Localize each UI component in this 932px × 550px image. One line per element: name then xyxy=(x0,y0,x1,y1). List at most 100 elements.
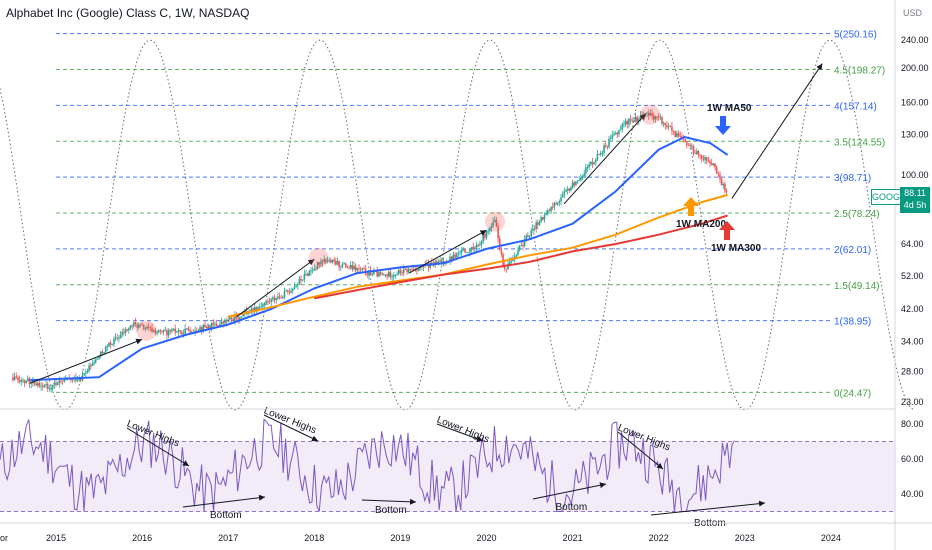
candle-body xyxy=(56,383,59,386)
candle-body xyxy=(538,222,541,225)
candle xyxy=(502,252,504,268)
candle xyxy=(654,115,657,123)
candle xyxy=(551,202,554,211)
ticker-badge: GOOG xyxy=(871,189,901,205)
candle xyxy=(15,372,18,380)
candle-body xyxy=(672,130,675,132)
candle xyxy=(51,384,54,392)
candle xyxy=(85,369,87,378)
ma300-label: 1W MA300 xyxy=(711,243,761,254)
candle xyxy=(489,226,491,235)
candle-body xyxy=(63,379,66,382)
candle-body xyxy=(215,323,218,326)
candle-body xyxy=(679,135,682,137)
candle-body xyxy=(22,379,24,381)
candle-body xyxy=(677,133,680,136)
candle xyxy=(164,326,167,332)
candle-body xyxy=(406,269,408,273)
candle-body xyxy=(469,249,471,253)
candle-body xyxy=(258,306,261,308)
candle xyxy=(573,180,576,188)
candle-body xyxy=(464,248,466,253)
peak-highlight xyxy=(136,320,157,341)
candle-body xyxy=(475,244,478,248)
candle xyxy=(245,306,248,316)
candle-body xyxy=(361,268,364,270)
candle-body xyxy=(623,123,625,125)
candle-body xyxy=(417,267,420,271)
fib-levels-layer: 5(250.16) 4.5(198.27) 4(157.14) 3.5(124.55)… xyxy=(56,30,885,399)
candle-body xyxy=(295,285,297,287)
candle-body xyxy=(556,202,559,205)
candle xyxy=(36,380,39,388)
candle xyxy=(472,242,475,252)
candle xyxy=(364,264,367,276)
candle-body xyxy=(411,268,413,270)
candle xyxy=(720,176,723,186)
candle xyxy=(240,315,243,319)
candle-body xyxy=(646,112,648,114)
candle xyxy=(235,311,238,321)
candle-body xyxy=(277,296,279,299)
price-tick-label: 160.00 xyxy=(901,98,929,108)
candle-body xyxy=(619,129,622,131)
candle-body xyxy=(98,356,100,359)
candle xyxy=(43,384,46,388)
candle xyxy=(614,131,617,135)
price-tick-label: 240.00 xyxy=(901,35,929,45)
candle-body xyxy=(508,261,511,264)
candle-body xyxy=(255,307,258,311)
candle-body xyxy=(474,247,476,250)
rsi-line xyxy=(0,418,735,512)
candle xyxy=(449,252,451,265)
candle-body xyxy=(613,134,615,136)
candle-body xyxy=(200,327,203,331)
candle xyxy=(484,231,486,241)
candle-body xyxy=(60,380,62,382)
price-tick-label: 200.00 xyxy=(901,63,929,73)
candle xyxy=(647,109,650,120)
candle-body xyxy=(162,330,165,332)
candle xyxy=(333,256,335,265)
candle-body xyxy=(224,319,226,324)
candle-body xyxy=(214,323,216,325)
candle xyxy=(353,261,355,271)
rsi-panel xyxy=(0,418,895,512)
time-tick-label: 2021 xyxy=(563,533,583,543)
candle xyxy=(161,330,163,334)
candle xyxy=(659,113,662,120)
candle xyxy=(351,261,354,272)
candle-body xyxy=(628,119,630,125)
candle-body xyxy=(343,263,345,265)
candle xyxy=(616,131,619,138)
candle xyxy=(313,264,316,271)
time-tick-label: 2018 xyxy=(304,533,324,543)
sine-cycles-layer xyxy=(0,39,915,411)
candle xyxy=(384,274,387,278)
candle xyxy=(692,144,695,157)
peak-highlight xyxy=(485,211,506,232)
trend-arrow xyxy=(408,229,487,274)
candle xyxy=(310,267,312,276)
candle xyxy=(316,261,319,270)
candle xyxy=(677,130,680,138)
candle-body xyxy=(227,319,229,322)
candle-body xyxy=(93,362,95,364)
candle xyxy=(136,322,138,332)
candle xyxy=(691,142,693,150)
candle-body xyxy=(513,256,516,258)
candle-body xyxy=(517,250,519,256)
candle-body xyxy=(522,245,524,247)
candle xyxy=(273,294,276,304)
candle xyxy=(354,263,357,275)
candle-body xyxy=(111,344,114,346)
candle xyxy=(541,217,544,221)
candle xyxy=(109,340,112,349)
candle xyxy=(93,359,95,366)
candle xyxy=(497,222,499,243)
candle-body xyxy=(576,180,579,182)
candle-body xyxy=(386,274,388,277)
candle-body xyxy=(523,239,526,247)
